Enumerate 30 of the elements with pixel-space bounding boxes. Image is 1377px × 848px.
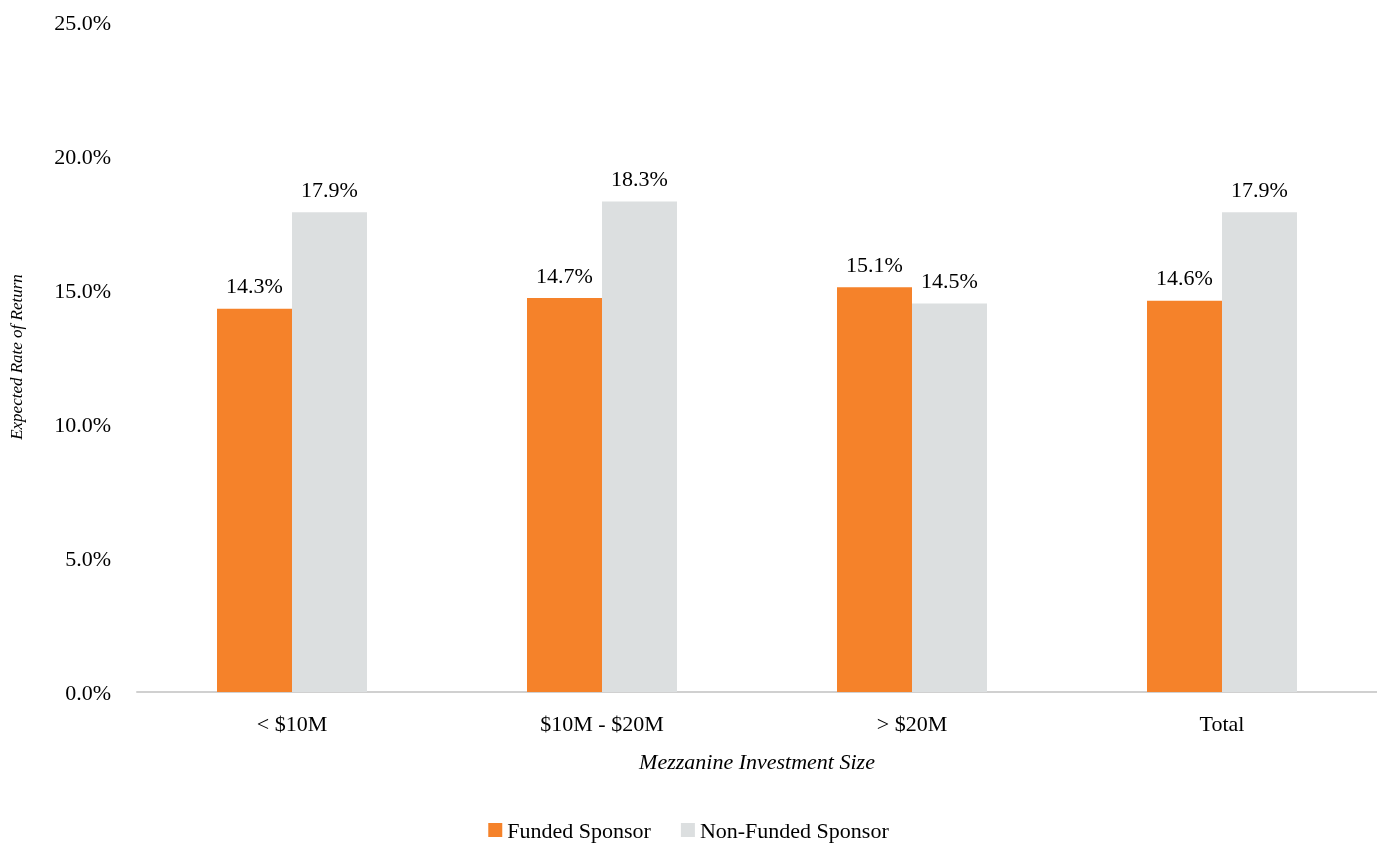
bar: [1222, 212, 1297, 692]
legend-label: Funded Sponsor: [507, 817, 652, 843]
legend-label: Non-Funded Sponsor: [699, 817, 890, 843]
x-tick-label: < $10M: [256, 710, 328, 736]
data-label: 14.5%: [921, 267, 978, 293]
x-axis-title: Mezzanine Investment Size: [638, 748, 876, 774]
data-label: 18.3%: [611, 166, 668, 192]
x-tick-label: Total: [1199, 710, 1245, 736]
bar: [912, 303, 987, 692]
bar: [837, 287, 912, 692]
data-label: 14.6%: [1156, 265, 1213, 291]
data-label: 17.9%: [301, 176, 358, 202]
y-tick-label: 25.0%: [54, 9, 111, 35]
bar: [602, 201, 677, 692]
y-tick-label: 0.0%: [65, 679, 111, 705]
x-tick-label: > $20M: [876, 710, 948, 736]
data-label: 14.3%: [226, 273, 283, 299]
x-tick-label: $10M - $20M: [540, 710, 664, 736]
bar: [292, 212, 367, 692]
data-label: 17.9%: [1231, 176, 1288, 202]
y-tick-label: 5.0%: [65, 545, 111, 571]
y-tick-label: 10.0%: [54, 411, 111, 437]
bar: [1147, 300, 1222, 692]
data-label: 15.1%: [846, 251, 903, 277]
bar: [527, 298, 602, 692]
bar: [217, 308, 292, 692]
data-label: 14.7%: [536, 262, 593, 288]
y-axis-title: Expected Rate of Return: [7, 274, 26, 441]
y-tick-label: 15.0%: [54, 277, 111, 303]
y-tick-label: 20.0%: [54, 143, 111, 169]
